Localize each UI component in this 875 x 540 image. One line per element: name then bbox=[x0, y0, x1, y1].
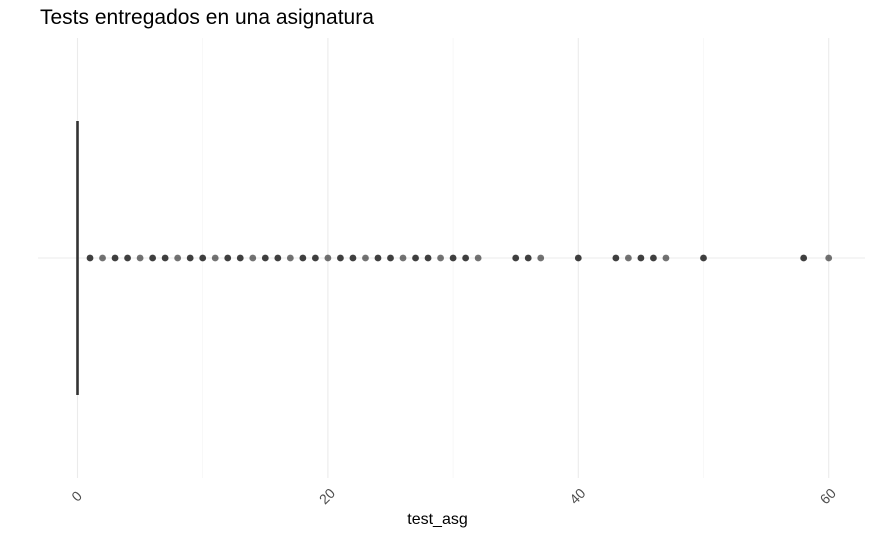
outlier-point bbox=[161, 254, 169, 262]
outlier-point bbox=[537, 254, 545, 262]
outlier-point bbox=[337, 254, 344, 262]
outlier-point bbox=[124, 254, 131, 262]
outlier-point bbox=[462, 254, 470, 262]
outlier-point bbox=[662, 254, 670, 262]
outlier-point bbox=[399, 254, 407, 262]
outlier-point bbox=[111, 254, 119, 262]
outlier-point bbox=[186, 254, 194, 262]
outlier-point bbox=[136, 254, 144, 262]
outlier-point bbox=[374, 254, 382, 262]
outlier-point bbox=[524, 254, 532, 262]
outlier-point bbox=[800, 254, 808, 262]
outlier-point bbox=[174, 254, 182, 262]
outlier-point bbox=[274, 254, 282, 262]
x-tick-label-40: 40 bbox=[566, 485, 588, 507]
outlier-point bbox=[224, 254, 232, 262]
outlier-point bbox=[199, 254, 207, 262]
x-tick-label-60: 60 bbox=[817, 485, 839, 507]
outlier-point bbox=[299, 254, 307, 262]
outlier-point bbox=[86, 254, 94, 262]
outlier-point bbox=[324, 254, 332, 262]
outlier-point bbox=[637, 254, 645, 262]
outlier-point bbox=[449, 254, 457, 262]
outlier-point bbox=[512, 254, 520, 262]
chart-title: Tests entregados en una asignatura bbox=[40, 6, 374, 29]
outlier-point bbox=[149, 254, 157, 262]
outlier-point bbox=[650, 254, 657, 262]
outlier-point bbox=[624, 254, 632, 262]
outlier-point bbox=[99, 254, 106, 262]
outlier-point bbox=[362, 254, 369, 262]
outlier-point bbox=[387, 254, 394, 262]
x-tick-label-0: 0 bbox=[68, 488, 85, 505]
outlier-point bbox=[286, 254, 294, 262]
outlier-point bbox=[700, 254, 707, 262]
outlier-points bbox=[86, 254, 833, 262]
outlier-point bbox=[261, 254, 269, 262]
outlier-point bbox=[236, 254, 244, 262]
outlier-point bbox=[249, 254, 257, 262]
outlier-point bbox=[474, 254, 482, 262]
x-axis-label: test_asg bbox=[407, 511, 468, 528]
outlier-point bbox=[574, 254, 582, 262]
outlier-point bbox=[437, 254, 444, 262]
outlier-point bbox=[311, 254, 319, 262]
outlier-point bbox=[424, 254, 432, 262]
outlier-point bbox=[211, 254, 219, 262]
outlier-point bbox=[612, 254, 620, 262]
outlier-point bbox=[349, 254, 357, 262]
outlier-point bbox=[825, 254, 833, 262]
outlier-point bbox=[412, 254, 419, 262]
x-tick-label-20: 20 bbox=[316, 485, 338, 507]
x-axis-ticks: 0 20 40 60 bbox=[68, 485, 839, 507]
